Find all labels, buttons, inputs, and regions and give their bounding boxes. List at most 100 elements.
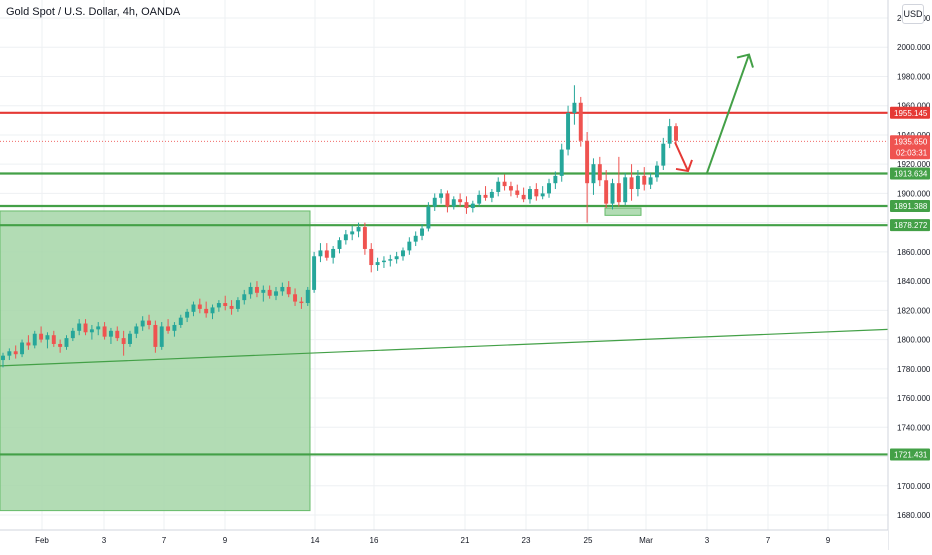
horizontal-levels[interactable] <box>0 111 888 456</box>
down-arrow[interactable] <box>674 141 689 172</box>
candle-body <box>64 338 69 347</box>
current-price-tag <box>890 135 930 160</box>
candle <box>89 324 94 340</box>
candle <box>312 251 317 293</box>
candle-body <box>502 181 507 187</box>
candle <box>274 286 278 301</box>
up-arrow[interactable] <box>706 54 750 174</box>
candle-body <box>312 256 317 290</box>
trendline[interactable] <box>0 328 889 367</box>
candle-body <box>439 193 444 198</box>
candle <box>439 189 444 204</box>
candle-body <box>426 206 431 229</box>
candle-body <box>407 241 412 251</box>
candle-body <box>223 303 228 306</box>
candle <box>483 186 488 201</box>
candle <box>64 335 69 350</box>
candle <box>32 330 37 349</box>
candle <box>426 202 431 232</box>
candle <box>77 319 82 336</box>
candle-body <box>39 333 44 340</box>
candle-body <box>121 338 126 344</box>
candle <box>343 229 348 245</box>
candle-body <box>83 323 88 333</box>
candle <box>254 281 259 298</box>
candle-body <box>115 330 120 339</box>
candle <box>280 282 285 296</box>
candle <box>20 339 25 358</box>
candle <box>299 297 304 309</box>
candle-body <box>216 303 221 308</box>
time-tick-label: 25 <box>584 536 593 545</box>
time-tick-label: 7 <box>162 536 167 545</box>
candle-body <box>540 193 545 197</box>
candle-body <box>337 240 342 249</box>
candle <box>51 330 56 347</box>
candle <box>489 189 494 203</box>
currency-button[interactable]: USD <box>902 4 924 24</box>
candle <box>331 246 336 264</box>
candle-body <box>508 186 513 191</box>
candle-body <box>356 227 361 232</box>
candle <box>223 295 228 311</box>
price-axis[interactable] <box>888 0 932 550</box>
candle <box>566 105 571 156</box>
down-arrow-head <box>675 159 693 173</box>
candle <box>286 281 291 298</box>
candle-body <box>305 289 310 304</box>
candle <box>629 164 634 201</box>
candle <box>159 322 164 350</box>
candle-body <box>667 126 672 144</box>
candle-body <box>597 164 602 181</box>
candle <box>204 301 209 318</box>
candle <box>166 319 171 334</box>
candle <box>26 335 31 350</box>
candle <box>172 322 177 337</box>
candle <box>248 282 253 299</box>
candle <box>58 339 63 353</box>
time-axis[interactable] <box>0 530 888 550</box>
candle-body <box>635 175 640 190</box>
price-tick-label: 1860.000 <box>897 248 931 257</box>
ascending-trendline[interactable] <box>0 328 889 367</box>
candle <box>420 224 425 241</box>
level-price-tag <box>890 200 930 213</box>
candle-body <box>343 234 348 241</box>
candle-body <box>515 190 520 195</box>
candle <box>293 288 298 306</box>
candle-body <box>528 189 532 200</box>
candle-body <box>26 342 31 346</box>
candle-body <box>616 183 621 203</box>
candle-body <box>578 102 583 141</box>
candle <box>394 251 399 264</box>
time-tick-label: 3 <box>705 536 710 545</box>
candle-body <box>172 324 177 331</box>
candle <box>102 322 107 340</box>
candle <box>350 225 355 241</box>
candle <box>413 231 418 247</box>
candle-body <box>413 235 418 242</box>
candle <box>648 172 653 190</box>
candle-body <box>96 326 101 330</box>
candle-body <box>210 307 215 314</box>
candle-body <box>280 286 285 292</box>
candle <box>591 158 596 195</box>
candle-body <box>331 248 336 258</box>
candle <box>235 297 240 312</box>
candle-body <box>648 177 653 185</box>
candle <box>540 186 545 200</box>
arrows[interactable] <box>674 53 754 174</box>
candle <box>401 247 405 261</box>
candle-body <box>153 324 158 347</box>
level-price-tag-label: 1913.634 <box>894 169 928 178</box>
price-tick-label: 1800.000 <box>897 336 931 345</box>
level-price-tag-label: 1891.388 <box>894 202 928 211</box>
candle-body <box>134 326 139 334</box>
candle <box>547 178 551 198</box>
candle <box>451 196 456 210</box>
candle <box>45 332 50 349</box>
candle <box>267 285 272 299</box>
price-tick-label: 1980.000 <box>897 72 931 81</box>
